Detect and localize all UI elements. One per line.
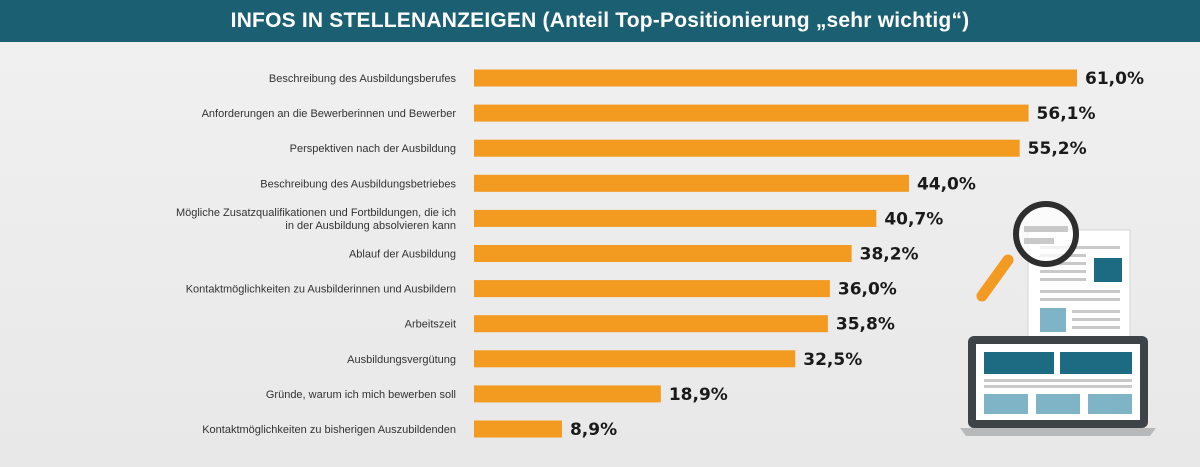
bar-7 xyxy=(474,280,830,298)
category-label-6: Ablauf der Ausbildung xyxy=(349,249,456,261)
bar-3 xyxy=(474,139,1020,157)
bar-6 xyxy=(474,245,852,262)
bar-9 xyxy=(474,350,796,368)
value-label-6: 38,2% xyxy=(860,245,919,265)
value-label-5: 40,7% xyxy=(884,209,943,229)
category-label-2: Anforderungen an die Bewerberinnen und B… xyxy=(202,108,457,120)
bar-5 xyxy=(474,209,877,227)
bar-1 xyxy=(474,69,1077,87)
bar-2 xyxy=(474,104,1029,122)
category-label-10: Gründe, warum ich mich bewerben soll xyxy=(266,389,456,401)
bar-4 xyxy=(474,174,909,192)
laptop-document-magnifier-illustration xyxy=(960,201,1156,436)
value-label-11: 8,9% xyxy=(570,420,617,440)
value-label-1: 61,0% xyxy=(1085,69,1144,89)
chart-title: INFOS IN STELLENANZEIGEN (Anteil Top-Pos… xyxy=(0,0,1200,42)
laptop-icon xyxy=(960,336,1156,436)
value-label-8: 35,8% xyxy=(836,315,895,335)
value-label-2: 56,1% xyxy=(1037,104,1096,124)
bar-8 xyxy=(474,315,828,333)
value-label-9: 32,5% xyxy=(803,350,862,370)
value-label-4: 44,0% xyxy=(917,174,976,194)
category-label-3: Perspektiven nach der Ausbildung xyxy=(290,143,456,155)
category-label-8: Arbeitszeit xyxy=(405,319,456,331)
bar-11 xyxy=(474,420,562,438)
category-label-5: Mögliche Zusatzqualifikationen und Fortb… xyxy=(176,207,456,232)
category-label-4: Beschreibung des Ausbildungsbetriebes xyxy=(260,178,456,190)
category-label-7: Kontaktmöglichkeiten zu Ausbilderinnen u… xyxy=(186,284,456,296)
magnifier-icon xyxy=(976,201,1079,302)
value-label-10: 18,9% xyxy=(669,385,728,405)
category-label-1: Beschreibung des Ausbildungsberufes xyxy=(269,73,457,85)
category-label-11: Kontaktmöglichkeiten zu bisherigen Auszu… xyxy=(202,424,456,436)
value-label-7: 36,0% xyxy=(838,280,897,300)
bar-10 xyxy=(474,385,661,403)
category-label-9: Ausbildungsvergütung xyxy=(347,354,456,366)
value-label-3: 55,2% xyxy=(1028,139,1087,159)
